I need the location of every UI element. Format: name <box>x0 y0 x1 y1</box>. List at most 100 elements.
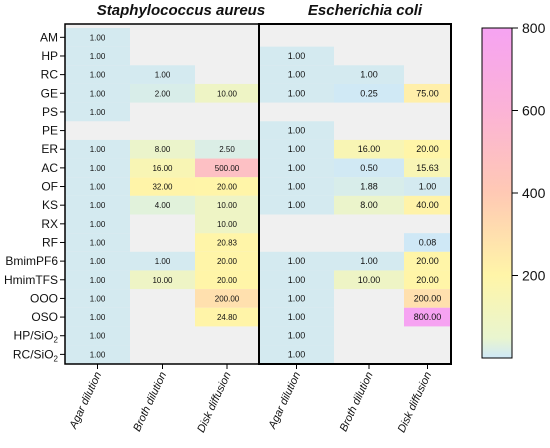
cell-value-label: 800.00 <box>414 312 442 322</box>
cell-value-label: 1.00 <box>419 182 437 192</box>
cell-value-label: 1.00 <box>288 312 306 322</box>
column-label: Disk diffusion <box>396 370 435 434</box>
heatmap-cell <box>130 270 195 290</box>
cell-value-label: 20.00 <box>416 275 439 285</box>
ecoli-panel-border <box>258 23 452 365</box>
heatmap-cell <box>65 345 130 364</box>
cell-value-label: 2.50 <box>219 145 235 154</box>
heatmap-cell <box>259 121 334 140</box>
heatmap-cell <box>195 83 259 103</box>
heatmap-cell <box>404 251 451 271</box>
heatmap-cell <box>130 195 195 215</box>
heatmap-cell <box>404 307 451 327</box>
heatmap-cell <box>334 177 404 196</box>
row-label: RC/SiO2 <box>13 347 59 363</box>
colorbar-ticks: 200 400 600 800 <box>512 20 546 284</box>
row-label: OSO <box>31 310 58 324</box>
row-label: OOO <box>30 291 58 305</box>
heatmap-cell <box>259 251 334 271</box>
cell-value-label: 1.00 <box>90 350 106 359</box>
cell-value-label: 10.00 <box>152 276 173 285</box>
row-label: HP/SiO2 <box>14 329 59 345</box>
cell-value-label: 16.00 <box>152 164 173 173</box>
heatmap-cell <box>65 326 130 346</box>
cell-value-label: 1.00 <box>90 276 106 285</box>
cell-value-label: 1.00 <box>288 349 306 359</box>
colorbar-tick-label: 400 <box>522 185 546 201</box>
cell-value-label: 1.00 <box>90 332 106 341</box>
colorbar-tick-label: 600 <box>522 103 546 119</box>
heatmap-cell <box>195 233 259 252</box>
heatmap-cell <box>65 139 130 159</box>
cell-value-label: 1.00 <box>288 275 306 285</box>
heatmap-cell <box>130 251 195 271</box>
row-label: RX <box>41 217 58 231</box>
heatmap-cell <box>65 102 130 122</box>
cell-value-label: 200.00 <box>414 293 442 303</box>
cell-value-label: 1.00 <box>360 256 378 266</box>
cell-value-label: 24.80 <box>217 313 238 322</box>
cell-value-label: 1.00 <box>90 294 106 303</box>
heatmap-cell <box>65 195 130 215</box>
cell-value-label: 1.00 <box>288 293 306 303</box>
cell-value-label: 1.00 <box>90 52 106 61</box>
cell-value-label: 1.00 <box>90 108 106 117</box>
heatmap-cell <box>130 83 195 103</box>
heatmap-cell <box>334 139 404 159</box>
cell-value-label: 1.00 <box>288 200 306 210</box>
title-escherichia-coli: Escherichia coli <box>308 2 423 19</box>
cell-value-label: 4.00 <box>155 201 171 210</box>
cell-value-label: 8.00 <box>155 145 171 154</box>
row-label: ER <box>41 142 58 156</box>
cell-value-label: 16.00 <box>358 144 381 154</box>
heatmap-cell <box>65 83 130 103</box>
cell-value-label: 10.00 <box>217 220 238 229</box>
cell-value-label: 20.00 <box>217 276 238 285</box>
cell-value-label: 1.00 <box>288 51 306 61</box>
cell-value-label: 10.00 <box>217 89 238 98</box>
cell-value-label: 20.00 <box>217 257 238 266</box>
cell-value-label: 1.00 <box>155 71 171 80</box>
cell-value-label: 10.00 <box>358 275 381 285</box>
colorbar <box>481 27 513 359</box>
cell-value-label: 15.63 <box>416 163 439 173</box>
cell-value-label: 1.00 <box>288 331 306 341</box>
row-label: HP <box>41 49 58 63</box>
title-staphylococcus-aureus: Staphylococcus aureus <box>97 2 265 19</box>
heatmap-cell <box>195 307 259 327</box>
cell-value-label: 1.00 <box>90 183 106 192</box>
cell-value-label: 1.00 <box>90 89 106 98</box>
heatmap-cell <box>65 177 130 196</box>
cell-value-label: 75.00 <box>416 88 439 98</box>
heatmap-cell <box>259 289 334 308</box>
heatmap-cell <box>65 28 130 47</box>
heatmap-cell <box>130 65 195 84</box>
heatmap-cell <box>195 177 259 196</box>
heatmap-cell <box>404 158 451 178</box>
heatmap-cell <box>259 270 334 290</box>
row-label: RC <box>41 68 59 82</box>
cell-value-label: 1.00 <box>288 256 306 266</box>
cell-value-label: 20.83 <box>217 238 238 247</box>
heatmap-cell <box>130 177 195 196</box>
heatmap-cell <box>404 177 451 196</box>
column-label: Broth dilution <box>338 370 376 433</box>
heatmap-cell <box>195 139 259 159</box>
heatmap-cell <box>404 139 451 159</box>
heatmap-cell <box>65 251 130 271</box>
cell-value-label: 20.00 <box>416 256 439 266</box>
cell-value-label: 0.08 <box>419 237 437 247</box>
heatmap-cell <box>259 307 334 327</box>
heatmap-cell <box>65 214 130 234</box>
heatmap-cell <box>404 233 451 252</box>
cell-value-label: 1.00 <box>90 238 106 247</box>
cell-value-label: 32.00 <box>152 183 173 192</box>
heatmap-cell <box>259 177 334 196</box>
row-label: OF <box>41 180 58 194</box>
heatmap-cell <box>404 83 451 103</box>
cell-value-label: 40.00 <box>416 200 439 210</box>
cell-value-label: 1.88 <box>360 182 378 192</box>
heatmap-cell <box>334 158 404 178</box>
heatmap-cell <box>195 251 259 271</box>
